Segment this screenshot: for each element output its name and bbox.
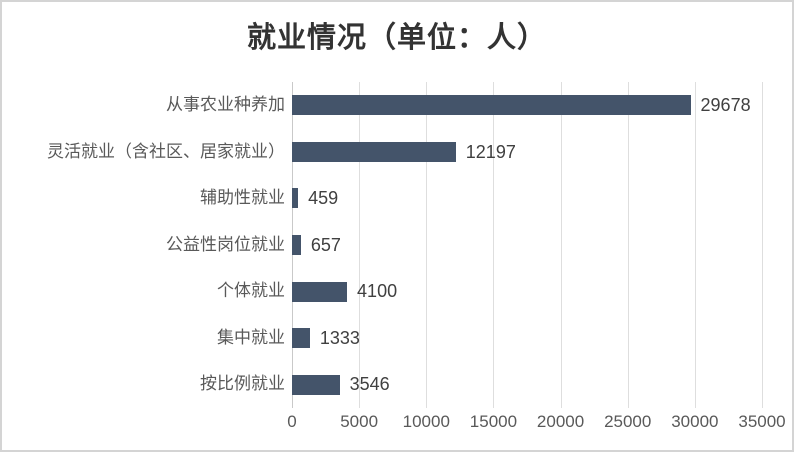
- category-label: 按比例就业: [200, 374, 285, 394]
- x-axis-tick-label: 20000: [536, 412, 585, 431]
- chart-title: 就业情况（单位：人）: [246, 22, 547, 54]
- gridline: [493, 82, 495, 408]
- x-axis-tick-label: 30000: [671, 412, 719, 431]
- gridline: [627, 82, 629, 408]
- x-axis-tick-label: 10000: [402, 412, 450, 431]
- bar: [292, 95, 691, 116]
- category-label: 公益性岗位就业: [166, 234, 285, 254]
- data-label: 1333: [319, 327, 360, 348]
- category-label: 集中就业: [217, 327, 285, 347]
- gridline: [426, 82, 428, 408]
- gridline: [560, 82, 562, 408]
- data-label: 4100: [357, 281, 398, 302]
- category-label: 灵活就业（含社区、居家就业）: [47, 141, 285, 161]
- x-axis-tick-label: 25000: [604, 412, 652, 431]
- data-label: 3546: [349, 374, 390, 395]
- bar: [292, 281, 348, 302]
- category-label: 辅助性就业: [200, 188, 285, 208]
- gridline: [762, 82, 763, 408]
- bar: [292, 374, 340, 395]
- x-axis-tick-label: 35000: [738, 412, 786, 431]
- x-axis-tick-label: 15000: [469, 412, 518, 431]
- data-label: 459: [308, 188, 339, 209]
- bar: [292, 328, 310, 349]
- bar: [292, 235, 301, 255]
- x-axis-tick-label: 0: [287, 412, 297, 431]
- bar: [292, 141, 456, 162]
- x-axis-tick-label: 5000: [340, 412, 379, 431]
- data-label: 657: [310, 234, 341, 255]
- category-label: 从事农业种养加: [166, 95, 285, 114]
- data-label: 12197: [465, 141, 516, 162]
- category-label: 个体就业: [217, 281, 285, 301]
- bar: [292, 188, 299, 209]
- data-label: 29678: [700, 95, 751, 115]
- gridline: [694, 82, 696, 408]
- gridline: [359, 82, 361, 408]
